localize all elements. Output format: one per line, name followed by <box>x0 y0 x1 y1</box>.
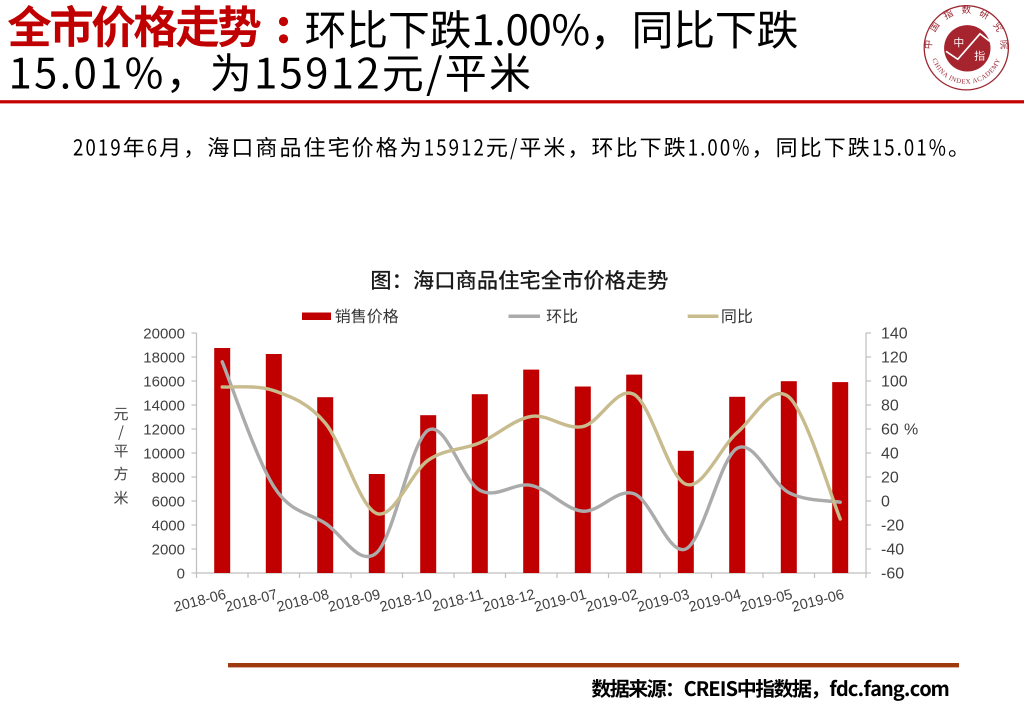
svg-text:60: 60 <box>881 422 899 439</box>
svg-text:-20: -20 <box>881 518 904 535</box>
svg-text:2000: 2000 <box>152 541 185 558</box>
svg-text:140: 140 <box>881 326 908 343</box>
svg-text:10000: 10000 <box>143 445 185 462</box>
svg-text:6000: 6000 <box>152 493 185 510</box>
svg-text:-60: -60 <box>881 566 904 583</box>
svg-text:4000: 4000 <box>152 517 185 534</box>
svg-text:0: 0 <box>177 565 185 582</box>
svg-text:16000: 16000 <box>143 373 185 390</box>
svg-text:0: 0 <box>881 494 890 511</box>
svg-text:120: 120 <box>881 350 908 367</box>
svg-text:%: % <box>904 422 918 439</box>
svg-text:18000: 18000 <box>143 349 185 366</box>
svg-text:100: 100 <box>881 374 908 391</box>
svg-text:12000: 12000 <box>143 421 185 438</box>
svg-text:8000: 8000 <box>152 469 185 486</box>
svg-text:14000: 14000 <box>143 397 185 414</box>
svg-text:80: 80 <box>881 398 899 415</box>
svg-text:-40: -40 <box>881 542 904 559</box>
svg-text:40: 40 <box>881 446 899 463</box>
svg-text:20: 20 <box>881 470 899 487</box>
svg-text:20000: 20000 <box>143 325 185 342</box>
